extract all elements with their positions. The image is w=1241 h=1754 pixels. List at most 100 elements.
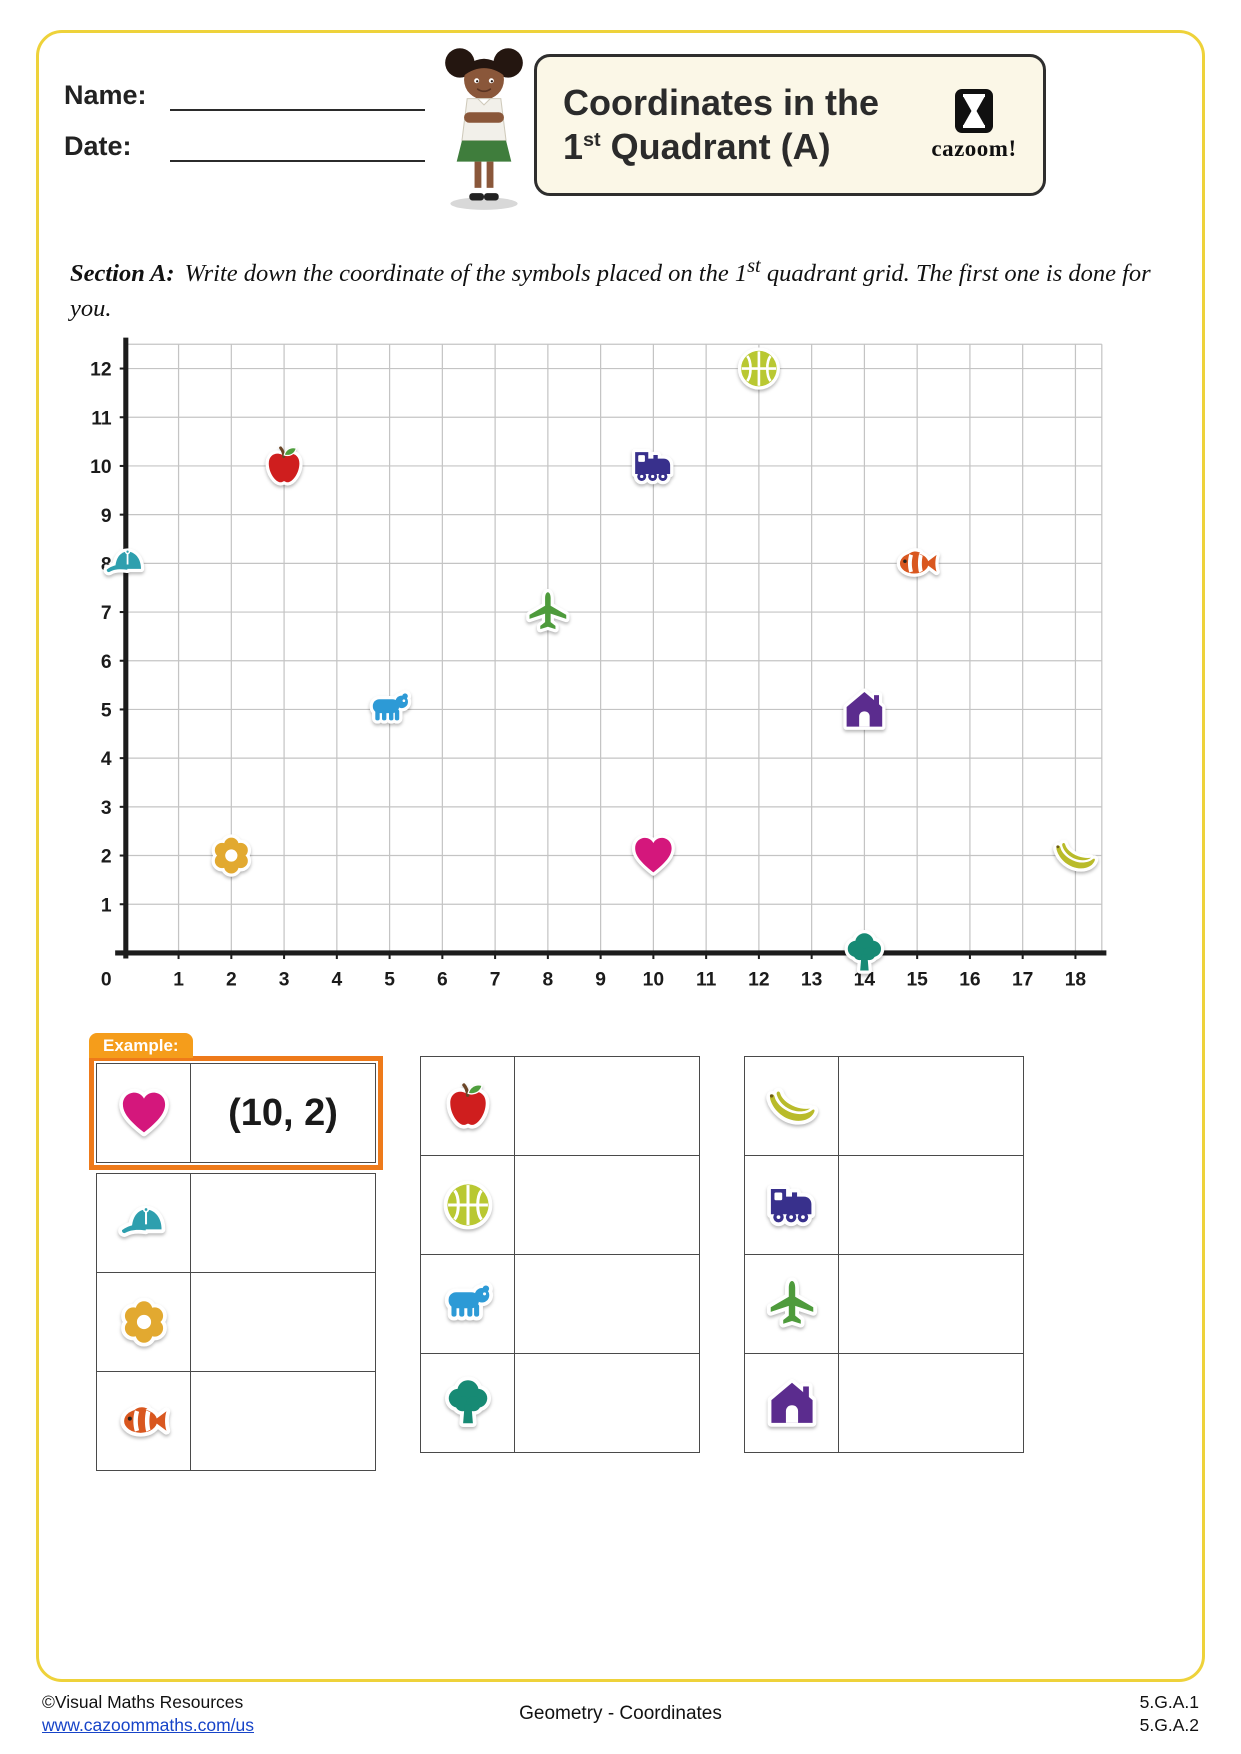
answer-row-apple — [420, 1056, 700, 1156]
answer-cell-heart: (10, 2) — [190, 1063, 376, 1163]
cazoom-logo-text: cazoom! — [931, 136, 1017, 161]
x-tick-label: 2 — [226, 969, 237, 990]
y-tick-label: 3 — [101, 798, 112, 819]
grid-symbol-cap — [107, 550, 141, 572]
answer-table-column-3 — [744, 1056, 1024, 1453]
date-input-line[interactable] — [170, 132, 425, 162]
x-tick-label: 7 — [490, 969, 501, 990]
answer-row-airplane — [744, 1254, 1024, 1354]
standard-2: 5.G.A.2 — [1139, 1715, 1200, 1736]
x-tick-label: 4 — [331, 969, 342, 990]
x-tick-label: 5 — [384, 969, 395, 990]
y-tick-label: 10 — [90, 457, 111, 478]
grid-symbol-tree — [848, 933, 881, 970]
airplane-icon — [744, 1254, 839, 1354]
house-icon — [744, 1353, 839, 1453]
grid-symbol-flower — [215, 838, 248, 874]
x-tick-label: 15 — [906, 969, 928, 990]
apple-icon — [420, 1056, 515, 1156]
grid-symbol-basketball — [741, 351, 777, 387]
cazoom-logo-icon — [955, 89, 993, 133]
train-icon — [744, 1155, 839, 1255]
grid-symbol-clownfish — [900, 551, 937, 573]
section-a-label: Section A: — [70, 260, 175, 288]
bear-icon — [420, 1254, 515, 1354]
page-title: Coordinates in the 1st Quadrant (A) — [563, 82, 880, 167]
x-tick-label: 11 — [696, 969, 717, 990]
y-tick-label: 2 — [101, 847, 112, 868]
grid-symbol-airplane — [529, 592, 566, 629]
answer-row-banana — [744, 1056, 1024, 1156]
answer-cell-apple[interactable] — [514, 1056, 700, 1156]
answer-cell-cap[interactable] — [190, 1173, 376, 1273]
title-box: Coordinates in the 1st Quadrant (A) cazo… — [534, 54, 1046, 196]
answer-cell-train[interactable] — [838, 1155, 1024, 1255]
answer-cell-banana[interactable] — [838, 1056, 1024, 1156]
answer-table-column-2 — [420, 1056, 700, 1453]
x-tick-label: 13 — [801, 969, 823, 990]
y-tick-label: 5 — [101, 701, 112, 722]
y-tick-label: 11 — [91, 408, 112, 429]
x-tick-label: 18 — [1065, 969, 1087, 990]
y-tick-label: 8 — [101, 554, 112, 575]
grid-symbol-bear — [373, 693, 408, 720]
coordinate-grid-wrap: 1 2 3 4 5 6 7 8 9 10 11 12 13 14 15 16 17 18 1 2 3 4 5 6 7 8 9 10 11… — [70, 330, 1114, 1000]
answer-row-heart: (10, 2) — [96, 1063, 376, 1163]
cap-icon — [96, 1173, 191, 1273]
answer-cell-clownfish[interactable] — [190, 1371, 376, 1471]
answer-row-basketball — [420, 1155, 700, 1255]
x-tick-label: 10 — [643, 969, 664, 990]
basketball-icon — [420, 1155, 515, 1255]
date-label: Date: — [64, 131, 132, 161]
clownfish-icon — [96, 1371, 191, 1471]
answer-tables: Example: (10, 2) — [89, 1033, 1024, 1471]
section-a-instructions: Section A: Write down the coordinate of t… — [70, 255, 1151, 322]
y-tick-label: 9 — [101, 506, 112, 527]
example-tab-label: Example: — [89, 1033, 193, 1058]
grid-symbol-apple — [269, 448, 300, 482]
banana-icon — [744, 1056, 839, 1156]
x-tick-label: 12 — [748, 969, 769, 990]
answer-cell-house[interactable] — [838, 1353, 1024, 1453]
x-tick-label: 3 — [279, 969, 290, 990]
answer-cell-airplane[interactable] — [838, 1254, 1024, 1354]
x-tick-label: 14 — [854, 969, 876, 990]
mascot-illustration — [445, 48, 523, 210]
x-tick-label: 9 — [595, 969, 606, 990]
copyright-text: ©Visual Maths Resources — [42, 1691, 244, 1712]
footer-center-text: Geometry - Coordinates — [519, 1703, 722, 1725]
x-tick-label: 6 — [437, 969, 448, 990]
y-tick-label: 12 — [90, 360, 111, 381]
example-box: Example: (10, 2) — [89, 1033, 383, 1170]
answer-row-clownfish — [96, 1371, 376, 1471]
answer-cell-bear[interactable] — [514, 1254, 700, 1354]
x-tick-label: 8 — [543, 969, 554, 990]
y-tick-label: 4 — [101, 749, 112, 770]
heart-icon — [96, 1063, 191, 1163]
coordinate-grid: 1 2 3 4 5 6 7 8 9 10 11 12 13 14 15 16 17 181234567891011… — [90, 337, 1107, 990]
origin-label: 0 — [101, 969, 112, 990]
answer-row-train — [744, 1155, 1024, 1255]
answer-row-tree — [420, 1353, 700, 1453]
answer-cell-tree[interactable] — [514, 1353, 700, 1453]
y-tick-label: 6 — [101, 652, 112, 673]
name-input-line[interactable] — [170, 81, 425, 111]
x-tick-label: 17 — [1012, 969, 1033, 990]
cazoom-logo: cazoom! — [925, 88, 1023, 162]
tree-icon — [420, 1353, 515, 1453]
answer-row-house — [744, 1353, 1024, 1453]
x-tick-label: 1 — [173, 969, 184, 990]
standards-block: 5.G.A.1 5.G.A.2 — [813, 1691, 1199, 1738]
name-date-block: Name: Date: — [64, 80, 425, 182]
grid-symbol-heart — [635, 838, 671, 872]
answer-cell-flower[interactable] — [190, 1272, 376, 1372]
answer-row-cap — [96, 1173, 376, 1273]
cazoom-url-link[interactable]: www.cazoommaths.com/us — [42, 1715, 255, 1736]
answer-table-column-1: Example: (10, 2) — [89, 1033, 383, 1471]
flower-icon — [96, 1272, 191, 1372]
answer-row-flower — [96, 1272, 376, 1372]
answer-cell-basketball[interactable] — [514, 1155, 700, 1255]
grid-symbol-train — [635, 452, 670, 481]
grid-symbol-house — [847, 692, 883, 727]
